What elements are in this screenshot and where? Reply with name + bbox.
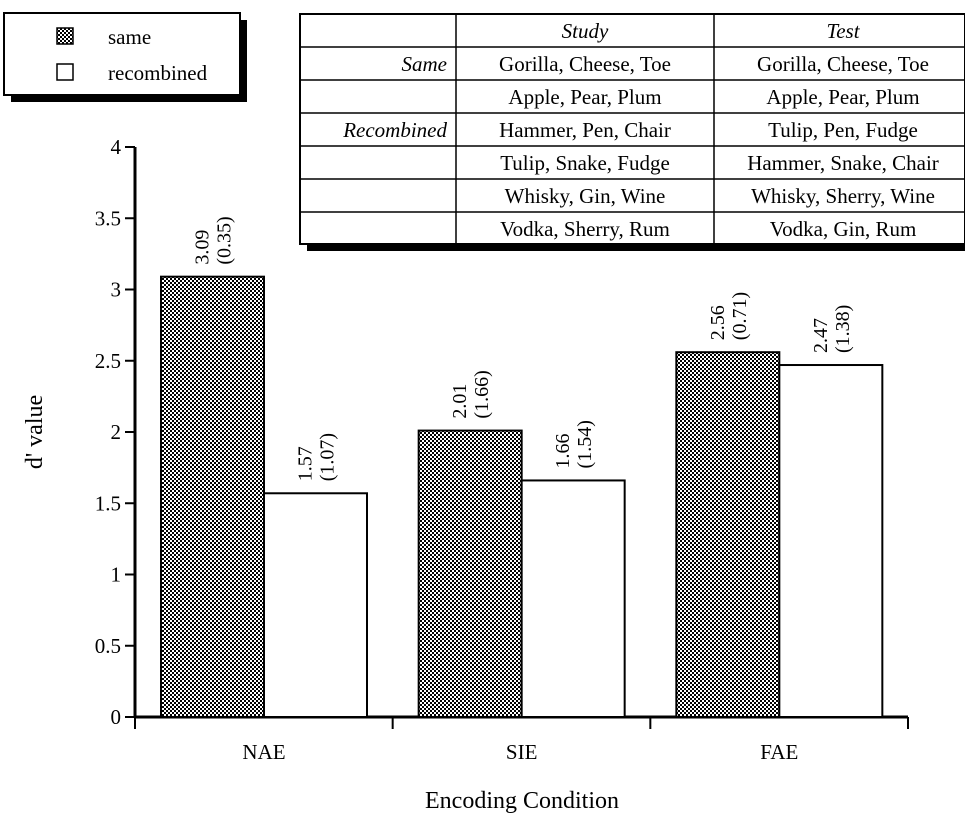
- table-cell: Gorilla, Cheese, Toe: [499, 52, 671, 76]
- value-label-mean: 2.47: [810, 318, 832, 353]
- value-label: 3.09 (0.35): [192, 216, 236, 264]
- y-tick-label: 3: [111, 278, 122, 302]
- legend: same recombined: [3, 12, 247, 102]
- table-cell: Vodka, Gin, Rum: [770, 217, 917, 241]
- value-label-mean: 1.66: [552, 433, 574, 468]
- bar-recombined-FAE: [778, 364, 884, 718]
- table-cell: Gorilla, Cheese, Toe: [757, 52, 929, 76]
- table-cell: Whisky, Gin, Wine: [505, 184, 666, 208]
- value-label-sd: (0.71): [729, 292, 751, 340]
- bars: [160, 275, 884, 719]
- y-tick-label: 1: [111, 563, 122, 587]
- value-label: 1.66 (1.54): [552, 420, 596, 468]
- table-cell: Hammer, Snake, Chair: [747, 151, 939, 175]
- y-tick-label: 2: [111, 420, 122, 444]
- value-label: 1.57 (1.07): [295, 433, 339, 481]
- table-row-head: Same: [402, 52, 448, 76]
- value-label-mean: 2.01: [449, 384, 471, 419]
- value-label-sd: (1.54): [574, 420, 596, 468]
- value-label-mean: 3.09: [192, 230, 214, 265]
- value-labels: 3.09 (0.35) 1.57 (1.07) 2.01 (1.66) 1.66 (1.54)…: [192, 216, 854, 481]
- y-tick-label: 3.5: [95, 206, 121, 230]
- bar-same-SIE: [417, 429, 523, 718]
- y-tick-label: 2.5: [95, 349, 121, 373]
- table-cell: Hammer, Pen, Chair: [499, 118, 671, 142]
- value-label-mean: 2.56: [707, 305, 729, 340]
- table-cell: Apple, Pear, Plum: [766, 85, 919, 109]
- value-label-sd: (1.07): [317, 433, 339, 481]
- x-category-label: FAE: [760, 740, 798, 764]
- inset-table: Study Test Same Gorilla, Cheese, Toe Gor…: [299, 13, 965, 251]
- value-label-sd: (0.35): [214, 216, 236, 264]
- table-header-study: Study: [562, 19, 609, 43]
- value-label: 2.01 (1.66): [449, 370, 493, 418]
- value-label: 2.47 (1.38): [810, 305, 854, 353]
- bar-same-FAE: [675, 351, 781, 718]
- table-cell: Whisky, Sherry, Wine: [751, 184, 935, 208]
- y-axis-title: d' value: [22, 395, 48, 469]
- table-header-test: Test: [826, 19, 860, 43]
- x-category-label: SIE: [506, 740, 538, 764]
- table-cell: Apple, Pear, Plum: [508, 85, 661, 109]
- y-tick-label: 0.5: [95, 634, 121, 658]
- table-cell: Vodka, Sherry, Rum: [500, 217, 670, 241]
- bar-recombined-NAE: [263, 492, 368, 718]
- y-tick-label: 0: [111, 705, 122, 729]
- legend-label-recombined: recombined: [108, 61, 208, 85]
- y-tick-label: 4: [111, 135, 122, 159]
- value-label-sd: (1.38): [832, 305, 854, 353]
- table-row-head: Recombined: [342, 118, 447, 142]
- y-tick-label: 1.5: [95, 491, 121, 515]
- value-label-sd: (1.66): [471, 370, 493, 418]
- legend-swatch-recombined: [56, 63, 74, 81]
- x-axis-title: Encoding Condition: [425, 788, 619, 814]
- x-category-label: NAE: [242, 740, 285, 764]
- value-label: 2.56 (0.71): [707, 292, 751, 340]
- bar-same-NAE: [160, 275, 265, 718]
- value-label-mean: 1.57: [295, 446, 317, 481]
- legend-label-same: same: [108, 25, 151, 49]
- bar-recombined-SIE: [520, 479, 626, 719]
- table-cell: Tulip, Snake, Fudge: [500, 151, 670, 175]
- table-cell: Tulip, Pen, Fudge: [768, 118, 918, 142]
- legend-swatch-same: [56, 27, 74, 45]
